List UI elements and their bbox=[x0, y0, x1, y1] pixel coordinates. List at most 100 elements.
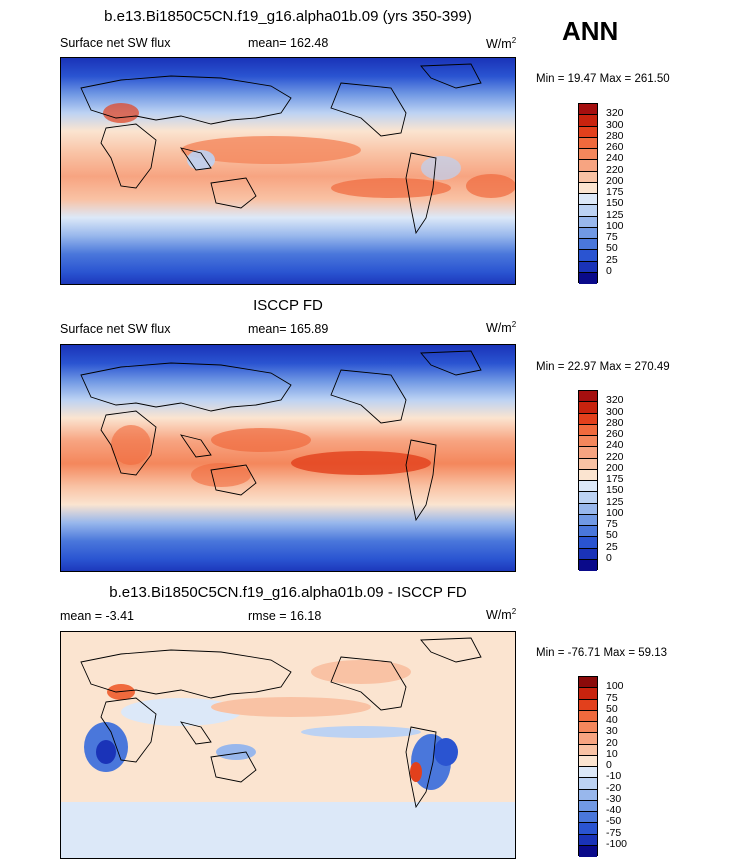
panel3-minmax: Min = -76.71 Max = 59.13 bbox=[536, 647, 668, 659]
colorbar-tick-label: 0 bbox=[606, 551, 612, 564]
colorbar-tick-label: 50 bbox=[606, 702, 618, 715]
colorbar-tick-label: 240 bbox=[606, 439, 624, 452]
panel2-colorbar bbox=[578, 390, 598, 571]
colorbar-swatch bbox=[579, 137, 597, 149]
colorbar-swatch bbox=[579, 205, 597, 217]
panel1-units: W/m2 bbox=[486, 36, 517, 52]
colorbar-swatch bbox=[579, 767, 597, 779]
colorbar-tick-label: -100 bbox=[606, 837, 628, 850]
colorbar-swatch bbox=[579, 514, 597, 526]
colorbar-swatch bbox=[579, 710, 597, 722]
colorbar-swatch bbox=[579, 227, 597, 239]
colorbar-swatch bbox=[579, 755, 597, 767]
colorbar-swatch bbox=[579, 104, 597, 116]
colorbar-swatch bbox=[579, 115, 597, 127]
panel3-units: W/m2 bbox=[486, 607, 517, 623]
colorbar-tick-label: -50 bbox=[606, 815, 622, 828]
colorbar-swatch bbox=[579, 402, 597, 414]
colorbar-tick-label: 320 bbox=[606, 107, 624, 120]
colorbar-swatch bbox=[579, 537, 597, 549]
panel1-mean: mean= 162.48 bbox=[248, 36, 329, 50]
colorbar-tick-label: 240 bbox=[606, 152, 624, 165]
colorbar-tick-label: 40 bbox=[606, 714, 618, 726]
colorbar-tick-label: 50 bbox=[606, 242, 618, 255]
colorbar-tick-label: -75 bbox=[606, 826, 622, 839]
colorbar-swatch bbox=[579, 424, 597, 436]
colorbar-swatch bbox=[579, 272, 597, 284]
colorbar-tick-label: 100 bbox=[606, 506, 624, 519]
colorbar-swatch bbox=[579, 526, 597, 538]
colorbar-tick-label: 220 bbox=[606, 450, 624, 463]
colorbar-swatch bbox=[579, 812, 597, 824]
colorbar-swatch bbox=[579, 744, 597, 756]
panel2-title: ISCCP FD bbox=[253, 297, 323, 314]
colorbar-swatch bbox=[579, 436, 597, 448]
colorbar-swatch bbox=[579, 160, 597, 172]
colorbar-swatch bbox=[579, 789, 597, 801]
colorbar-tick-label: 25 bbox=[606, 540, 618, 553]
panel1-colorbar bbox=[578, 103, 598, 284]
colorbar-swatch bbox=[579, 250, 597, 262]
colorbar-swatch bbox=[579, 823, 597, 835]
panel1-left-label: Surface net SW flux bbox=[60, 36, 171, 50]
colorbar-tick-label: 175 bbox=[606, 473, 624, 485]
colorbar-swatch bbox=[579, 216, 597, 228]
colorbar-tick-label: 100 bbox=[606, 219, 624, 232]
colorbar-swatch bbox=[579, 559, 597, 571]
colorbar-swatch bbox=[579, 699, 597, 711]
colorbar-swatch bbox=[579, 677, 597, 689]
colorbar-tick-label: 100 bbox=[606, 680, 624, 693]
colorbar-tick-label: 20 bbox=[606, 736, 618, 749]
panel3-mean: mean = -3.41 bbox=[60, 609, 135, 623]
panel3-map bbox=[60, 631, 516, 859]
colorbar-swatch bbox=[579, 194, 597, 206]
colorbar-swatch bbox=[579, 239, 597, 251]
colorbar-tick-label: 75 bbox=[606, 691, 618, 704]
colorbar-tick-label: 220 bbox=[606, 163, 624, 176]
colorbar-swatch bbox=[579, 845, 597, 857]
colorbar-tick-label: -30 bbox=[606, 792, 622, 805]
colorbar-tick-label: 200 bbox=[606, 461, 624, 474]
colorbar-tick-label: 260 bbox=[606, 428, 624, 440]
panel3-rmse: rmse = 16.18 bbox=[248, 609, 322, 623]
colorbar-swatch bbox=[579, 182, 597, 194]
colorbar-tick-label: 200 bbox=[606, 174, 624, 187]
colorbar-tick-label: 0 bbox=[606, 759, 612, 771]
colorbar-swatch bbox=[579, 171, 597, 183]
panel2-units: W/m2 bbox=[486, 320, 517, 336]
colorbar-tick-label: 0 bbox=[606, 264, 612, 277]
colorbar-tick-label: 25 bbox=[606, 253, 618, 266]
colorbar-swatch bbox=[579, 778, 597, 790]
colorbar-swatch bbox=[579, 261, 597, 273]
panel2-map bbox=[60, 344, 516, 572]
colorbar-swatch bbox=[579, 447, 597, 459]
colorbar-tick-label: 30 bbox=[606, 725, 618, 738]
colorbar-tick-label: 175 bbox=[606, 186, 624, 198]
colorbar-swatch bbox=[579, 722, 597, 734]
colorbar-tick-label: -20 bbox=[606, 781, 622, 794]
panel2-minmax: Min = 22.97 Max = 270.49 bbox=[536, 361, 670, 373]
colorbar-swatch bbox=[579, 800, 597, 812]
colorbar-swatch bbox=[579, 548, 597, 560]
panel2-left-label: Surface net SW flux bbox=[60, 322, 171, 336]
colorbar-swatch bbox=[579, 834, 597, 846]
colorbar-tick-label: 320 bbox=[606, 394, 624, 407]
colorbar-swatch bbox=[579, 733, 597, 745]
colorbar-tick-label: 75 bbox=[606, 231, 618, 243]
colorbar-tick-label: 260 bbox=[606, 141, 624, 153]
colorbar-tick-label: 280 bbox=[606, 129, 624, 142]
panel3-colorbar bbox=[578, 676, 598, 857]
colorbar-tick-label: 75 bbox=[606, 518, 618, 530]
colorbar-swatch bbox=[579, 391, 597, 403]
colorbar-tick-label: 300 bbox=[606, 405, 624, 418]
panel2-mean: mean= 165.89 bbox=[248, 322, 329, 336]
colorbar-swatch bbox=[579, 469, 597, 481]
colorbar-tick-label: -40 bbox=[606, 804, 622, 816]
colorbar-tick-label: 125 bbox=[606, 208, 624, 221]
colorbar-tick-label: 150 bbox=[606, 484, 624, 497]
panel1-title: b.e13.Bi1850C5CN.f19_g16.alpha01b.09 (yr… bbox=[104, 8, 472, 25]
colorbar-tick-label: 300 bbox=[606, 118, 624, 131]
colorbar-tick-label: 150 bbox=[606, 197, 624, 210]
colorbar-swatch bbox=[579, 503, 597, 515]
colorbar-swatch bbox=[579, 688, 597, 700]
